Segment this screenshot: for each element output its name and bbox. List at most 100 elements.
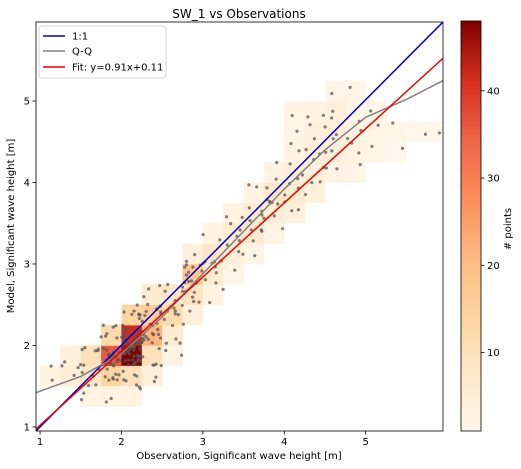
heatmap-bin — [304, 182, 326, 204]
heatmap-bin — [40, 365, 61, 387]
scatter-point — [224, 215, 229, 219]
scatter-point — [304, 148, 308, 152]
heatmap-bin — [284, 162, 305, 183]
scatter-point — [132, 309, 136, 313]
scatter-point — [179, 353, 184, 357]
scatter-point — [310, 181, 314, 185]
scatter-point — [247, 183, 251, 187]
fit-line — [36, 57, 443, 430]
scatter-point — [138, 313, 142, 317]
scatter-point — [348, 85, 352, 89]
scatter-point — [115, 336, 119, 340]
scatter-point — [321, 113, 326, 117]
scatter-point — [114, 324, 118, 328]
heatmap-bin — [101, 386, 122, 407]
scatter-point — [156, 327, 160, 332]
scatter-point — [99, 335, 103, 339]
scatter-point — [303, 192, 308, 197]
scatter-point — [173, 312, 177, 316]
scatter-point — [370, 144, 374, 148]
scatter-point — [174, 337, 178, 341]
heatmap-bin — [324, 162, 346, 183]
heatmap-bin — [162, 325, 183, 346]
scatter-point — [111, 325, 115, 329]
scatter-point — [300, 173, 305, 177]
heatmap-bin — [141, 284, 163, 306]
scatter-point — [50, 378, 54, 382]
scatter-point — [128, 347, 132, 351]
scatter-point — [288, 162, 292, 166]
x-tick-label: 1 — [37, 437, 43, 448]
scatter-point — [357, 151, 361, 155]
scatter-point — [114, 372, 118, 376]
x-tick-label: 5 — [362, 437, 368, 448]
scatter-point — [93, 349, 97, 353]
scatter-point — [101, 323, 105, 327]
scatter-point — [166, 282, 170, 287]
y-tick-label: 1 — [24, 422, 30, 433]
scatter-point — [137, 341, 141, 345]
scatter-point — [323, 125, 327, 129]
scatter-point — [72, 373, 76, 378]
plot-frame — [35, 21, 444, 432]
scatter-point — [132, 354, 136, 358]
scatter-point — [189, 279, 194, 283]
legend-label-1to1: 1:1 — [72, 32, 88, 43]
scatter-point — [138, 354, 142, 358]
scatter-point — [200, 269, 204, 273]
scatter-point — [180, 289, 185, 293]
heatmap-bin — [263, 223, 285, 244]
heatmap-bin — [263, 182, 285, 204]
heatmap-bin — [243, 223, 265, 244]
scatter-point — [391, 121, 395, 125]
scatter-point — [290, 113, 294, 118]
y-axis-label: Model, Significant wave height [m] — [6, 139, 17, 314]
heatmap-bin — [304, 101, 326, 122]
heatmap-bin — [324, 121, 346, 143]
heatmap-bin — [141, 365, 163, 387]
scatter-point — [184, 259, 189, 263]
scatter-point — [86, 383, 91, 388]
scatter-point — [275, 160, 279, 165]
y-tick-label: 5 — [24, 97, 30, 108]
scatter-point — [260, 213, 264, 217]
scatter-point — [60, 364, 64, 368]
scatter-point — [124, 379, 128, 383]
scatter-point — [181, 322, 185, 326]
scatter-point — [127, 352, 131, 356]
scatter-point — [126, 363, 131, 367]
scatter-point — [178, 341, 182, 345]
scatter-point — [126, 340, 130, 344]
x-tick-label: 3 — [200, 437, 206, 448]
scatter-point — [136, 357, 140, 361]
scatter-point — [335, 167, 339, 171]
scatter-point — [138, 346, 142, 350]
scatter-point — [259, 228, 263, 232]
scatter-point — [127, 358, 131, 362]
scatter-point — [346, 136, 350, 141]
heatmap-bin — [80, 386, 102, 407]
scatter-point — [123, 359, 127, 363]
y-tick-label: 3 — [24, 259, 30, 270]
scatter-point — [290, 209, 294, 213]
heatmap-bin — [365, 121, 387, 143]
heatmap-bin — [365, 141, 387, 163]
heatmap-bin — [345, 80, 366, 102]
scatter-point — [180, 303, 184, 308]
heatmap-bin — [365, 101, 387, 122]
scatter-point — [191, 265, 195, 269]
heatmap-bin — [386, 141, 407, 163]
scatter-point — [121, 369, 125, 374]
scatter-point — [150, 341, 154, 345]
scatter-point — [122, 310, 126, 314]
scatter-point — [152, 379, 156, 384]
scatter-point — [173, 309, 177, 313]
heatmap-bin — [141, 345, 163, 367]
heatmap-bin — [223, 223, 244, 244]
scatter-point — [82, 391, 86, 395]
scatter-point — [158, 283, 162, 288]
scatter-point — [237, 239, 241, 243]
scatter-point — [131, 363, 135, 367]
heatmap-bin — [345, 101, 366, 122]
